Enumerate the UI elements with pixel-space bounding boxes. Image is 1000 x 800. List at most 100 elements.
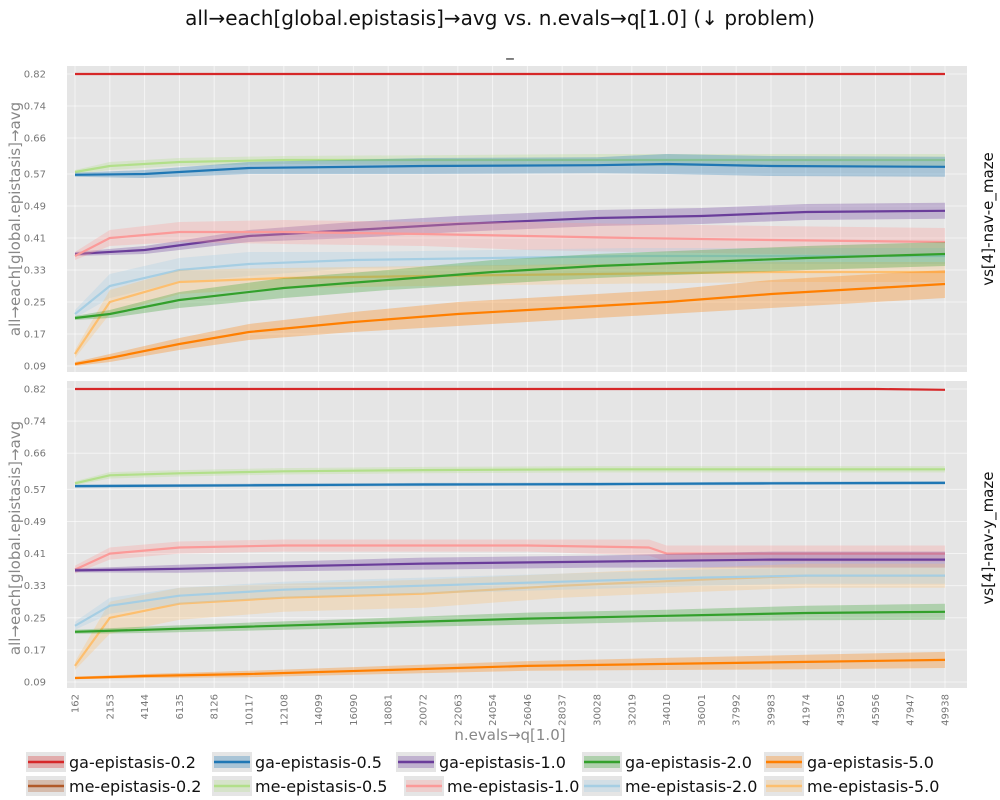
y-tick-label: 0.25 bbox=[24, 298, 46, 309]
x-tick-label: 36001 bbox=[697, 694, 708, 726]
y-tick-label: 0.33 bbox=[24, 266, 46, 277]
x-tick-label: 18081 bbox=[384, 694, 395, 726]
series-line bbox=[74, 230, 946, 257]
legend-item: me-epistasis-0.2 bbox=[26, 776, 201, 796]
legend-item: ga-epistasis-0.2 bbox=[26, 752, 196, 772]
y-tick-label: 0.09 bbox=[24, 362, 46, 373]
chart-subtitle: _ bbox=[505, 42, 514, 61]
x-tick-label: 10117 bbox=[245, 694, 256, 726]
chart-title: all→each[global.epistasis]→avg vs. n.eva… bbox=[185, 6, 815, 30]
series-line bbox=[74, 658, 946, 680]
legend-label: ga-epistasis-0.2 bbox=[69, 753, 196, 772]
y-axis-label-bottom: all→each[global.epistasis]→avg bbox=[6, 421, 24, 655]
legend-item: me-epistasis-1.0 bbox=[404, 776, 579, 796]
legend-label: me-epistasis-1.0 bbox=[447, 777, 579, 796]
legend-label: ga-epistasis-2.0 bbox=[625, 753, 752, 772]
x-tick-label: 43965 bbox=[836, 694, 847, 726]
y-tick-label: 0.25 bbox=[24, 613, 46, 624]
series-line bbox=[74, 544, 945, 571]
series-line bbox=[74, 270, 945, 355]
series-band bbox=[75, 248, 945, 318]
x-axis-ticks: 162 2153 4144 6135 8126 10117 12108 14099 16090 1… bbox=[71, 694, 952, 726]
x-tick-label: 20072 bbox=[419, 694, 430, 726]
series-line bbox=[74, 158, 945, 174]
series-band bbox=[75, 262, 945, 358]
x-tick-label: 39983 bbox=[767, 694, 778, 726]
x-tick-label: 4144 bbox=[140, 694, 151, 719]
legend-item: me-epistasis-2.0 bbox=[582, 776, 757, 796]
panel-background bbox=[67, 381, 967, 688]
legend-item: ga-epistasis-2.0 bbox=[582, 752, 752, 772]
panel-top-strip-label: vs[4]-nav-e_maze bbox=[979, 152, 998, 286]
y-tick-label: 0.17 bbox=[24, 645, 46, 656]
y-tick-label: 0.57 bbox=[24, 170, 46, 181]
x-tick-label: 26046 bbox=[523, 694, 534, 726]
y-tick-label: 0.09 bbox=[24, 678, 46, 689]
y-tick-label: 0.74 bbox=[24, 102, 46, 113]
x-tick-label: 30028 bbox=[593, 694, 604, 726]
x-tick-label: 162 bbox=[71, 694, 82, 713]
y-tick-label: 0.17 bbox=[24, 330, 46, 341]
series-line bbox=[74, 254, 945, 315]
legend-item: me-epistasis-5.0 bbox=[764, 776, 939, 796]
series-band bbox=[75, 539, 945, 574]
x-tick-label: 24054 bbox=[488, 694, 499, 726]
x-tick-label: 2153 bbox=[105, 694, 116, 719]
x-tick-label: 14099 bbox=[314, 694, 325, 726]
legend-label: ga-epistasis-5.0 bbox=[807, 753, 934, 772]
x-tick-label: 41974 bbox=[801, 694, 812, 726]
y-tick-label: 0.41 bbox=[24, 549, 46, 560]
y-tick-label: 0.66 bbox=[24, 449, 46, 460]
y-tick-label: 0.66 bbox=[24, 134, 46, 145]
y-tick-label: 0.49 bbox=[24, 202, 46, 213]
panel-bottom: 0.09 0.17 0.25 0.33 0.41 0.49 0.57 0.66 0.74 0.82 bbox=[24, 381, 967, 689]
series-line bbox=[74, 162, 946, 176]
series-line bbox=[74, 468, 945, 485]
x-tick-label: 32019 bbox=[627, 694, 638, 726]
legend-item: ga-epistasis-0.5 bbox=[212, 752, 382, 772]
x-tick-label: 16090 bbox=[349, 694, 360, 726]
series-band bbox=[75, 270, 945, 366]
series-line bbox=[75, 387, 946, 391]
y-tick-label: 0.49 bbox=[24, 517, 46, 528]
x-tick-label: 12108 bbox=[279, 694, 290, 726]
series-line bbox=[74, 282, 946, 366]
x-tick-label: 8126 bbox=[210, 694, 221, 719]
x-tick-label: 45956 bbox=[871, 694, 882, 726]
legend-label: me-epistasis-0.2 bbox=[69, 777, 201, 796]
x-axis-label: n.evals→q[1.0] bbox=[454, 726, 565, 744]
series-line bbox=[74, 209, 946, 256]
series-band bbox=[75, 220, 945, 260]
panel-top: 0.09 0.17 0.25 0.33 0.41 0.49 0.57 0.66 0.74 0.82 bbox=[24, 66, 967, 373]
series-line bbox=[74, 558, 945, 572]
legend: ga-epistasis-0.2 ga-epistasis-0.5 ga-epist… bbox=[26, 752, 939, 796]
y-tick-label: 0.41 bbox=[24, 234, 46, 245]
panel-background bbox=[67, 66, 967, 372]
y-tick-label: 0.33 bbox=[24, 581, 46, 592]
series-line bbox=[74, 252, 946, 320]
legend-item: me-epistasis-0.5 bbox=[212, 776, 387, 796]
legend-label: me-epistasis-0.5 bbox=[255, 777, 387, 796]
x-tick-label: 34010 bbox=[662, 694, 673, 726]
legend-label: ga-epistasis-0.5 bbox=[255, 753, 382, 772]
y-tick-label: 0.74 bbox=[24, 417, 46, 428]
y-tick-label: 0.82 bbox=[24, 70, 46, 81]
legend-item: ga-epistasis-5.0 bbox=[764, 752, 934, 772]
legend-label: me-epistasis-5.0 bbox=[807, 777, 939, 796]
series-line bbox=[74, 574, 945, 627]
series-band bbox=[75, 567, 945, 630]
legend-label: me-epistasis-2.0 bbox=[625, 777, 757, 796]
x-tick-label: 28037 bbox=[558, 694, 569, 726]
series-line bbox=[74, 610, 946, 633]
panel-bottom-strip-label: vs[4]-nav-y_maze bbox=[979, 472, 998, 605]
series-line bbox=[74, 481, 946, 488]
y-axis-label-top: all→each[global.epistasis]→avg bbox=[6, 102, 24, 336]
x-tick-label: 47947 bbox=[906, 694, 917, 726]
x-tick-label: 6135 bbox=[175, 694, 186, 719]
y-tick-label: 0.57 bbox=[24, 485, 46, 496]
legend-item: ga-epistasis-1.0 bbox=[396, 752, 566, 772]
x-tick-label: 37992 bbox=[732, 694, 743, 726]
x-tick-label: 49938 bbox=[941, 694, 952, 726]
legend-label: ga-epistasis-1.0 bbox=[439, 753, 566, 772]
